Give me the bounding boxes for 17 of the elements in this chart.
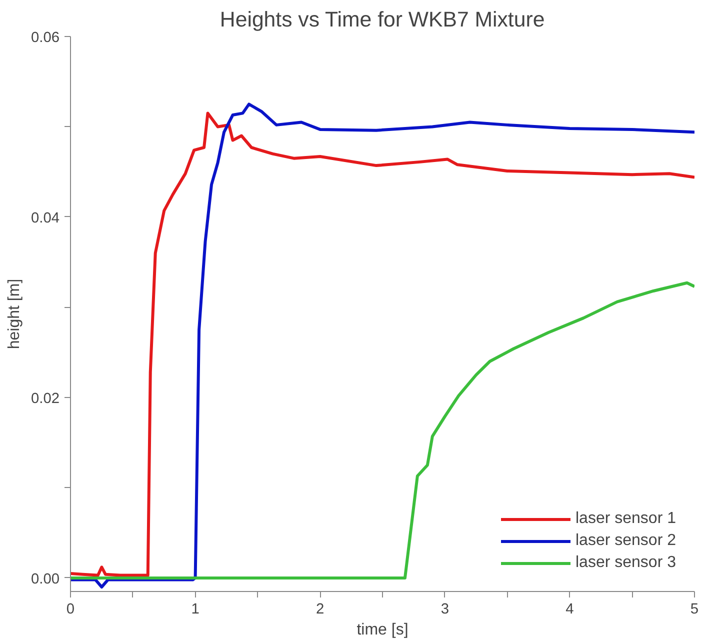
y-tick-label: 0.00 <box>30 571 60 588</box>
y-tick-label: 0.02 <box>30 390 60 407</box>
y-tick-label: 0.04 <box>30 210 60 226</box>
x-tick-label: 1 <box>191 602 200 618</box>
legend-label: laser sensor 1 <box>576 510 676 528</box>
legend-label: laser sensor 3 <box>576 554 676 572</box>
x-tick-label: 0 <box>66 602 75 618</box>
x-axis-title: time [s] <box>356 622 408 638</box>
y-axis-title: height [m] <box>6 278 23 350</box>
line-series <box>70 281 694 580</box>
x-tick-label: 4 <box>566 602 574 618</box>
y-tick-label: 0.06 <box>30 30 60 46</box>
x-tick-label: 3 <box>440 602 449 618</box>
chart-title: Heights vs Time for WKB7 Mixture <box>220 8 545 32</box>
x-tick-label: 5 <box>690 602 699 618</box>
x-tick-label: 2 <box>316 602 324 618</box>
legend-label: laser sensor 2 <box>576 532 676 550</box>
